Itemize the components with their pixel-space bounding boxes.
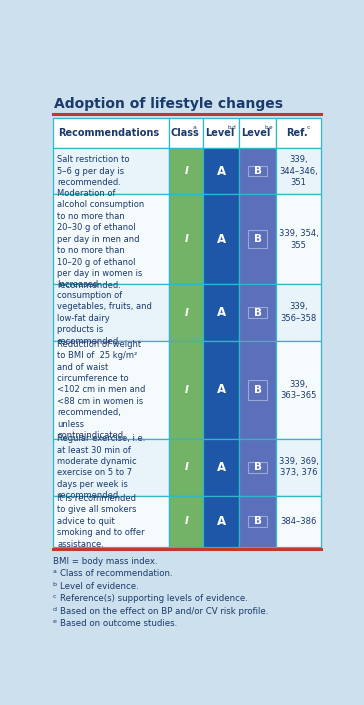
Bar: [203, 118, 240, 148]
Text: 339, 354,
355: 339, 354, 355: [279, 229, 318, 250]
Bar: [52, 195, 170, 284]
Text: B: B: [254, 234, 262, 245]
Text: c: c: [307, 125, 310, 130]
Bar: [203, 195, 240, 284]
Bar: [240, 496, 276, 547]
Bar: [240, 148, 276, 195]
Text: B: B: [254, 462, 262, 472]
Text: d: d: [52, 607, 56, 612]
Text: Recommendations: Recommendations: [58, 128, 159, 138]
Text: I: I: [184, 307, 188, 318]
Text: Level: Level: [241, 128, 270, 138]
Text: A: A: [217, 233, 226, 246]
Text: A: A: [217, 164, 226, 178]
Text: 339,
344–346,
351: 339, 344–346, 351: [279, 155, 318, 187]
Text: A: A: [217, 515, 226, 528]
Bar: [203, 148, 240, 195]
Text: Increased
consumption of
vegetables, fruits, and
low-fat dairy
products is
recom: Increased consumption of vegetables, fru…: [57, 280, 152, 346]
Bar: [52, 118, 170, 148]
Text: A: A: [217, 306, 226, 319]
Bar: [276, 118, 321, 148]
Text: Moderation of
alcohol consumption
to no more than
20–30 g of ethanol
per day in : Moderation of alcohol consumption to no …: [57, 189, 145, 290]
Bar: [170, 341, 203, 439]
Bar: [248, 516, 267, 527]
Text: Adoption of lifestyle changes: Adoption of lifestyle changes: [54, 97, 283, 111]
Bar: [240, 118, 276, 148]
Text: I: I: [184, 234, 188, 245]
Bar: [248, 380, 267, 400]
Bar: [276, 148, 321, 195]
Text: 384–386: 384–386: [280, 517, 317, 526]
Bar: [52, 496, 170, 547]
Text: I: I: [184, 385, 188, 395]
Text: a: a: [52, 570, 56, 575]
Text: b,e: b,e: [264, 125, 273, 130]
Bar: [248, 166, 267, 176]
Bar: [240, 439, 276, 496]
Bar: [52, 284, 170, 341]
Bar: [203, 439, 240, 496]
Bar: [170, 195, 203, 284]
Bar: [203, 341, 240, 439]
Bar: [170, 439, 203, 496]
Text: B: B: [254, 385, 262, 395]
Bar: [248, 307, 267, 319]
Bar: [52, 439, 170, 496]
Text: B: B: [254, 307, 262, 318]
Text: a: a: [192, 125, 196, 130]
Bar: [52, 148, 170, 195]
Bar: [170, 284, 203, 341]
Text: 339, 369,
373, 376: 339, 369, 373, 376: [278, 457, 318, 477]
Text: I: I: [184, 516, 188, 527]
Text: A: A: [217, 384, 226, 396]
Bar: [248, 231, 267, 248]
Text: b,d: b,d: [228, 125, 237, 130]
Text: c: c: [52, 594, 56, 599]
Text: Level: Level: [205, 128, 234, 138]
Text: Class of recommendation.: Class of recommendation.: [60, 570, 173, 578]
Text: Ref.: Ref.: [286, 128, 308, 138]
Text: I: I: [184, 166, 188, 176]
Bar: [170, 118, 203, 148]
Bar: [170, 148, 203, 195]
Text: e: e: [52, 619, 56, 625]
Text: A: A: [217, 461, 226, 474]
Bar: [276, 195, 321, 284]
Bar: [240, 284, 276, 341]
Text: b: b: [52, 582, 56, 587]
Text: 339,
363–365: 339, 363–365: [280, 380, 317, 400]
Text: B: B: [254, 516, 262, 527]
Text: Reduction of weight
to BMI of  25 kg/m²
and of waist
circumference to
<102 cm in: Reduction of weight to BMI of 25 kg/m² a…: [57, 340, 146, 441]
Bar: [276, 341, 321, 439]
Bar: [248, 462, 267, 473]
Bar: [203, 284, 240, 341]
Bar: [276, 284, 321, 341]
Text: Based on outcome studies.: Based on outcome studies.: [60, 619, 178, 628]
Bar: [52, 341, 170, 439]
Text: BMI = body mass index.: BMI = body mass index.: [52, 557, 157, 566]
Text: Level of evidence.: Level of evidence.: [60, 582, 139, 591]
Bar: [203, 496, 240, 547]
Text: Reference(s) supporting levels of evidence.: Reference(s) supporting levels of eviden…: [60, 594, 248, 603]
Text: Based on the effect on BP and/or CV risk profile.: Based on the effect on BP and/or CV risk…: [60, 607, 269, 616]
Bar: [240, 195, 276, 284]
Text: I: I: [184, 462, 188, 472]
Text: It is recommended
to give all smokers
advice to quit
smoking and to offer
assist: It is recommended to give all smokers ad…: [57, 494, 145, 548]
Bar: [276, 439, 321, 496]
Bar: [276, 496, 321, 547]
Text: Regular exercise, i.e.
at least 30 min of
moderate dynamic
exercise on 5 to 7
da: Regular exercise, i.e. at least 30 min o…: [57, 434, 146, 501]
Bar: [240, 341, 276, 439]
Text: 339,
356–358: 339, 356–358: [280, 302, 317, 323]
Text: Class: Class: [170, 128, 199, 138]
Text: Salt restriction to
5–6 g per day is
recommended.: Salt restriction to 5–6 g per day is rec…: [57, 155, 130, 187]
Bar: [170, 496, 203, 547]
Text: B: B: [254, 166, 262, 176]
